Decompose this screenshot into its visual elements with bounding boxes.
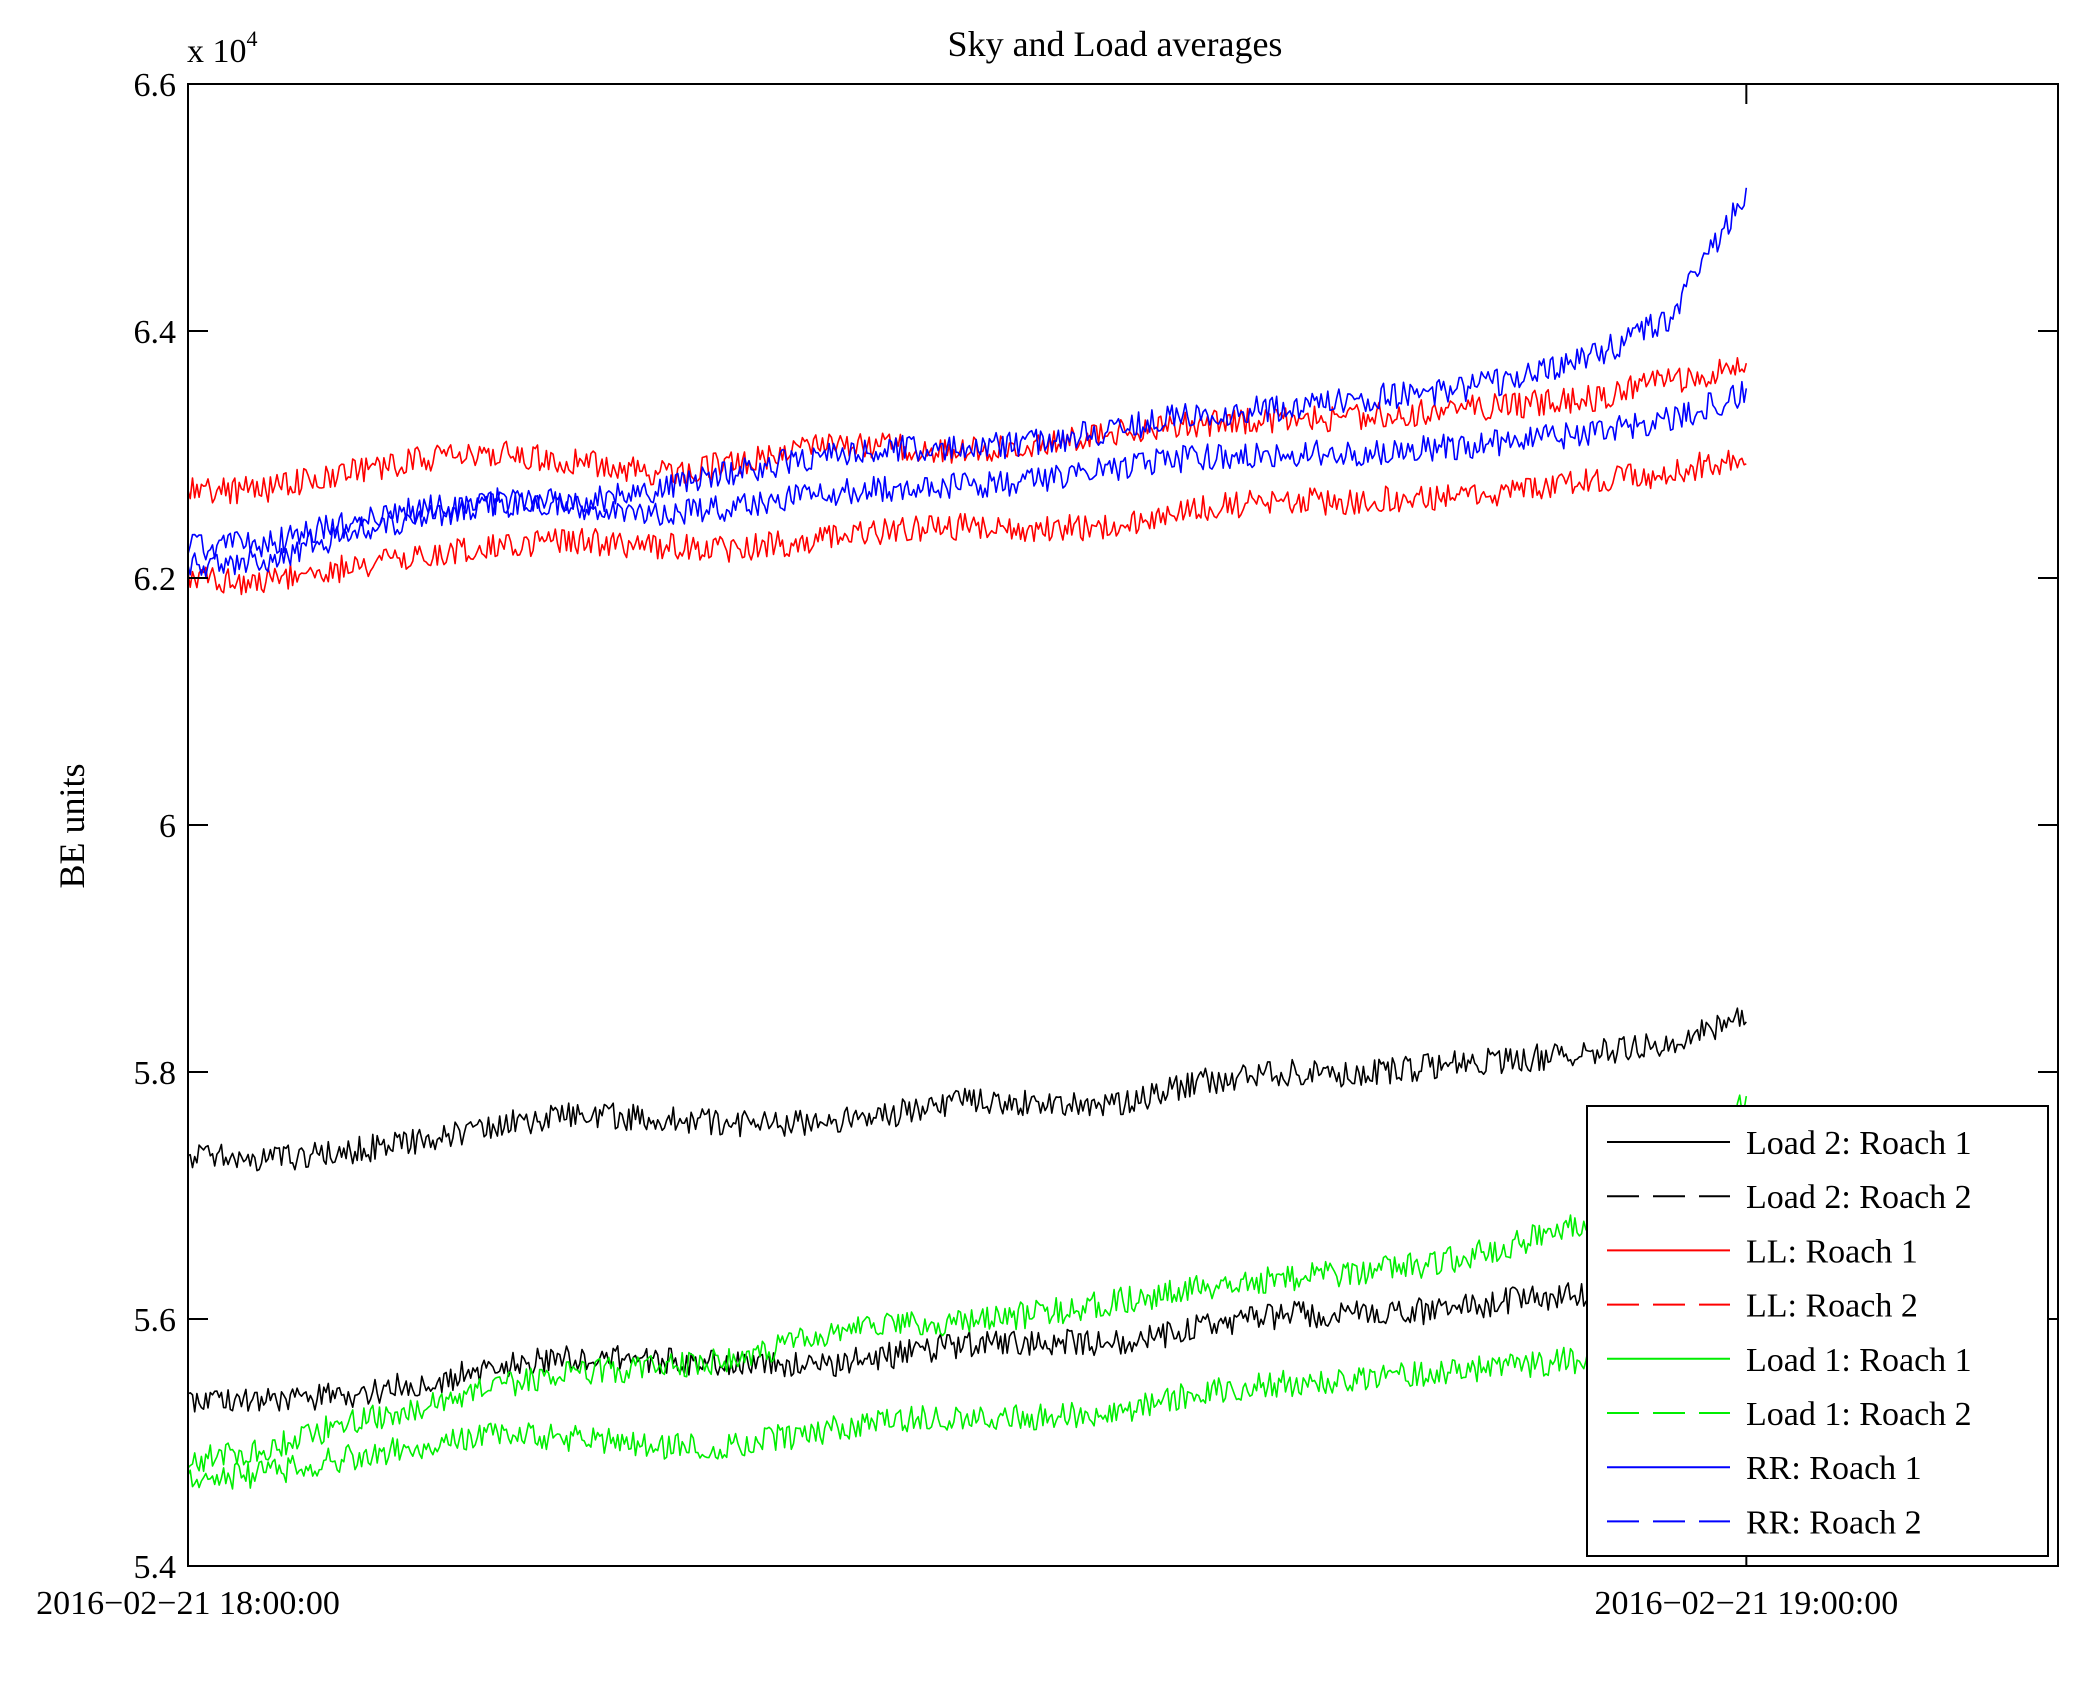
legend-label-load-2-roach-1: Load 2: Roach 1 xyxy=(1746,1125,1972,1162)
chart-title: Sky and Load averages xyxy=(948,24,1283,64)
y-tick-label: 6.4 xyxy=(134,314,177,351)
legend: Load 2: Roach 1 Load 2: Roach 2 LL: Roach … xyxy=(1586,1105,2049,1557)
x-tick-label: 2016−02−21 19:00:00 xyxy=(1594,1585,1898,1622)
x-tick-label: 2016−02−21 18:00:00 xyxy=(36,1585,340,1622)
legend-box xyxy=(1586,1105,2049,1557)
series-line-load-1-roach-2 xyxy=(187,1094,1748,1473)
y-scale-prefix: x 10 xyxy=(187,33,247,70)
y-tick-label: 6.6 xyxy=(134,67,177,104)
legend-label-ll-roach-1: LL: Roach 1 xyxy=(1746,1233,1918,1270)
series-line-rr-roach-1 xyxy=(187,380,1748,561)
series-line-ll-roach-2 xyxy=(187,357,1748,505)
legend-label-load-1-roach-2: Load 1: Roach 2 xyxy=(1746,1396,1972,1433)
legend-label-rr-roach-1: RR: Roach 1 xyxy=(1746,1450,1922,1487)
series-line-load-2-roach-1 xyxy=(187,1265,1748,1413)
y-tick-label: 6.2 xyxy=(134,561,177,598)
legend-label-ll-roach-2: LL: Roach 2 xyxy=(1746,1288,1918,1325)
legend-label-load-1-roach-1: Load 1: Roach 1 xyxy=(1746,1342,1972,1379)
y-tick-label: 6 xyxy=(159,808,176,845)
y-scale-multiplier: x 104 xyxy=(187,26,258,70)
legend-label-load-2-roach-2: Load 2: Roach 2 xyxy=(1746,1179,1972,1216)
y-tick-label: 5.8 xyxy=(134,1055,177,1092)
legend-label-rr-roach-2: RR: Roach 2 xyxy=(1746,1504,1922,1541)
y-axis-label: BE units xyxy=(52,763,92,888)
series-line-rr-roach-2 xyxy=(187,187,1748,578)
y-scale-exponent: 4 xyxy=(247,26,258,51)
y-tick-label: 5.4 xyxy=(134,1549,177,1586)
series-line-ll-roach-1 xyxy=(187,449,1747,596)
series-line-load-1-roach-1 xyxy=(187,1324,1748,1490)
plot-area xyxy=(187,187,1748,1490)
series-line-load-2-roach-2 xyxy=(187,1007,1747,1172)
axes: 5.4 5.6 5.8 6 6.2 6.4 6.6 2016−02−21 18:00:00 20… xyxy=(36,67,2059,1622)
y-tick-label: 5.6 xyxy=(134,1302,177,1339)
